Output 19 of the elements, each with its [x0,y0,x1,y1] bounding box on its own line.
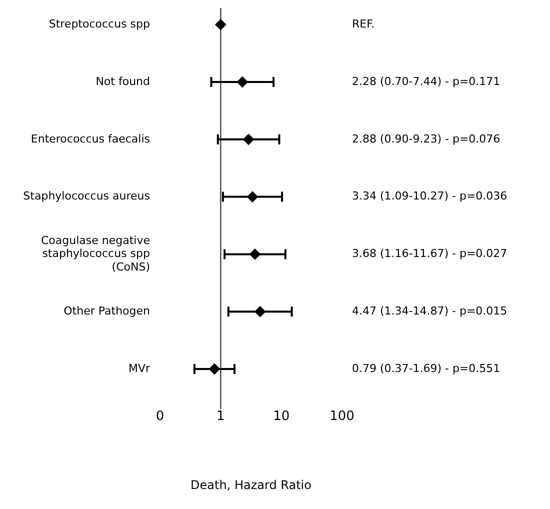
text: 2.28 (0.70-7.44) - p=0.171 [352,74,500,88]
y-tick-label: Other Pathogen [64,304,150,318]
x-tick-label: 10 [273,409,290,424]
x-tick-label: 0 [156,409,164,424]
text: 2.88 (0.90-9.23) - p=0.076 [352,132,500,146]
text: 4.47 (1.34-14.87) - p=0.015 [352,304,508,318]
y-tick-label: Staphylococcus aureus [23,190,150,203]
y-tick-label: Coagulase negative staphylococcus spp (CoNS) [40,234,150,274]
text: 0.79 (0.37-1.69) - p=0.551 [352,362,500,375]
x-axis-title: Death, Hazard Ratio [190,478,312,492]
text: REF. [352,17,375,30]
text: 3.34 (1.09-10.27) - p=0.036 [352,190,508,203]
y-tick-label: Streptococcus spp [48,17,150,30]
x-tick-label: 1 [216,409,225,424]
y-tick-label: Enterococcus faecalis [30,132,150,146]
y-tick-label: Not found [96,74,150,88]
text: 3.68 (1.16-11.67) - p=0.027 [352,247,508,260]
x-tick-label: 100 [330,409,354,424]
y-tick-label: MVr [128,362,150,375]
